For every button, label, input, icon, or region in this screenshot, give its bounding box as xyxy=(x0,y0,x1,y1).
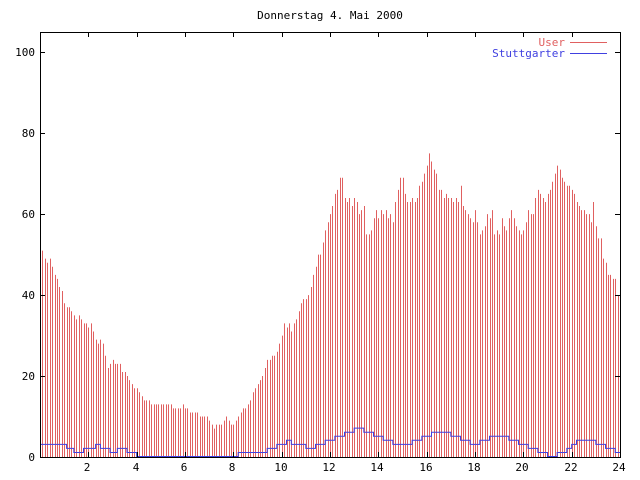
x-tick-label: 12 xyxy=(322,461,335,474)
x-tick-label: 16 xyxy=(419,461,432,474)
y-tick-label: 0 xyxy=(28,451,35,464)
x-tick-label: 10 xyxy=(274,461,287,474)
y-tick-label: 100 xyxy=(15,46,35,59)
chart-title: Donnerstag 4. Mai 2000 xyxy=(257,9,403,22)
x-tick-label: 4 xyxy=(133,461,140,474)
stuttgarter-line xyxy=(40,427,620,457)
x-tick-label: 18 xyxy=(467,461,480,474)
user-series-bars xyxy=(40,153,619,457)
x-tick-label: 14 xyxy=(370,461,384,474)
stuttgarter-series xyxy=(40,427,620,457)
x-tick-label: 6 xyxy=(181,461,188,474)
x-tick-label: 22 xyxy=(564,461,577,474)
y-tick-label: 20 xyxy=(22,370,35,383)
y-tick-label: 60 xyxy=(22,208,35,221)
x-tick-label: 2 xyxy=(84,461,91,474)
y-axis-ticks: 0 20 40 60 80 100 xyxy=(15,46,620,464)
y-tick-label: 40 xyxy=(22,289,35,302)
x-axis-ticks: 2 4 6 8 10 12 14 16 18 20 22 24 xyxy=(84,32,626,474)
legend: User Stuttgarter xyxy=(492,36,607,60)
x-tick-label: 24 xyxy=(612,461,626,474)
legend-label-user: User xyxy=(539,36,566,49)
x-tick-label: 8 xyxy=(229,461,236,474)
legend-label-stuttgarter: Stuttgarter xyxy=(492,47,565,60)
x-tick-label: 20 xyxy=(515,461,528,474)
y-tick-label: 80 xyxy=(22,127,35,140)
